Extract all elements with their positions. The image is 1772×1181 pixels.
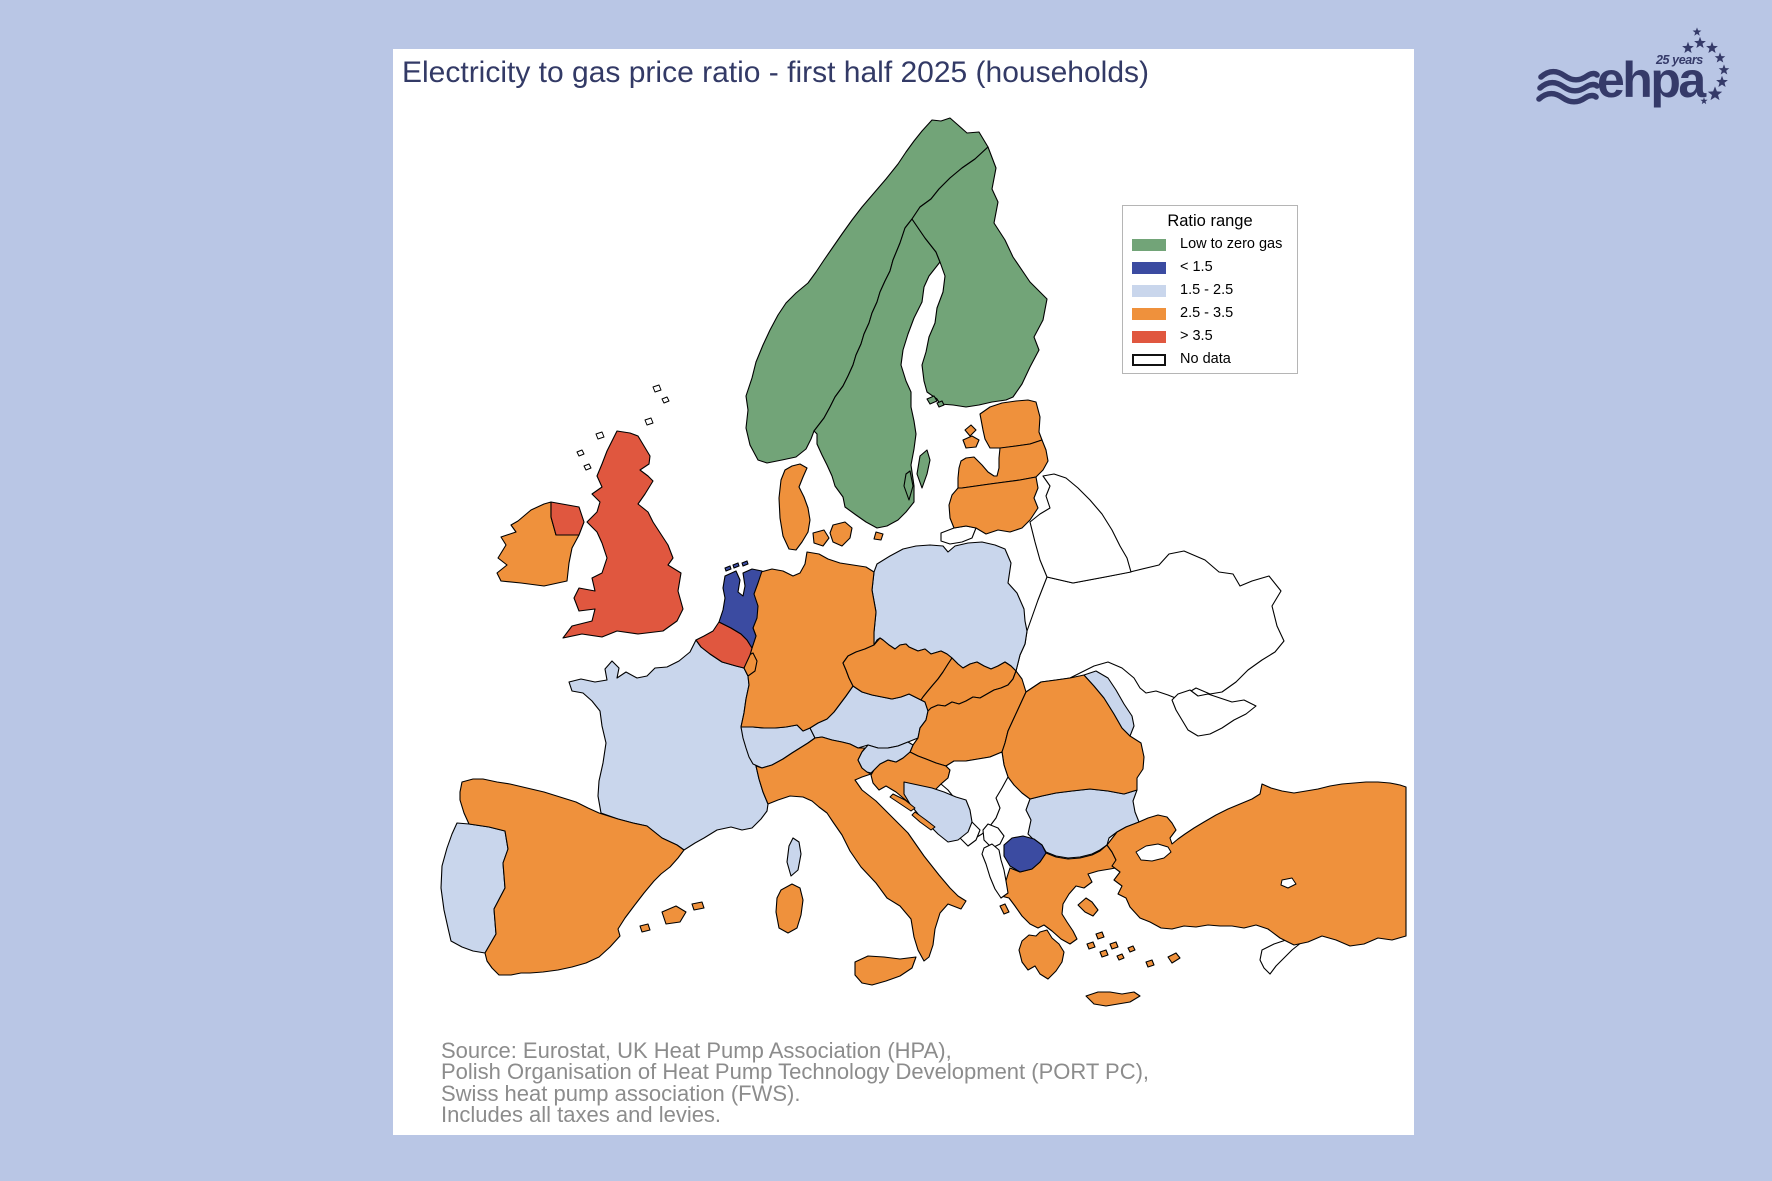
svg-text:ehpa: ehpa: [1597, 52, 1707, 108]
svg-text:25 years: 25 years: [1655, 53, 1703, 67]
